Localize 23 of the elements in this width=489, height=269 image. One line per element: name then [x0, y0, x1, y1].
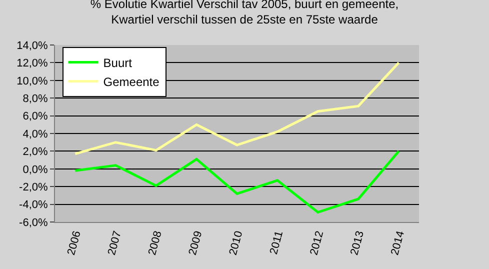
x-tick-label: 2008: [146, 230, 164, 257]
x-tick-label: 2009: [186, 230, 205, 257]
y-tick-label: 8,0%: [22, 92, 48, 105]
y-tick-label: 0,0%: [22, 164, 48, 176]
y-tick-label: 10,0%: [16, 75, 48, 88]
y-tick-label: 2,0%: [22, 146, 48, 158]
x-tick-label: 2007: [106, 230, 124, 257]
x-tick-label: 2014: [389, 230, 407, 257]
x-tick-label: 2011: [268, 230, 286, 256]
legend-label: Buurt: [103, 56, 133, 70]
y-tick-label: -2,0%: [19, 181, 48, 194]
y-tick-label: -6,0%: [19, 216, 48, 229]
y-tick-label: -4,0%: [19, 199, 48, 212]
y-tick-label: 12,0%: [16, 58, 48, 70]
y-tick-label: 4,0%: [22, 128, 48, 140]
x-tick-label: 2013: [348, 230, 367, 257]
x-tick-label: 2012: [308, 230, 326, 257]
y-tick-label: 6,0%: [22, 110, 48, 123]
legend-label: Gemeente: [103, 74, 160, 89]
line-series: [74, 150, 400, 214]
y-tick-label: 14,0%: [16, 40, 48, 52]
x-tick-label: 2010: [227, 230, 246, 257]
x-tick-label: 2006: [66, 230, 84, 257]
